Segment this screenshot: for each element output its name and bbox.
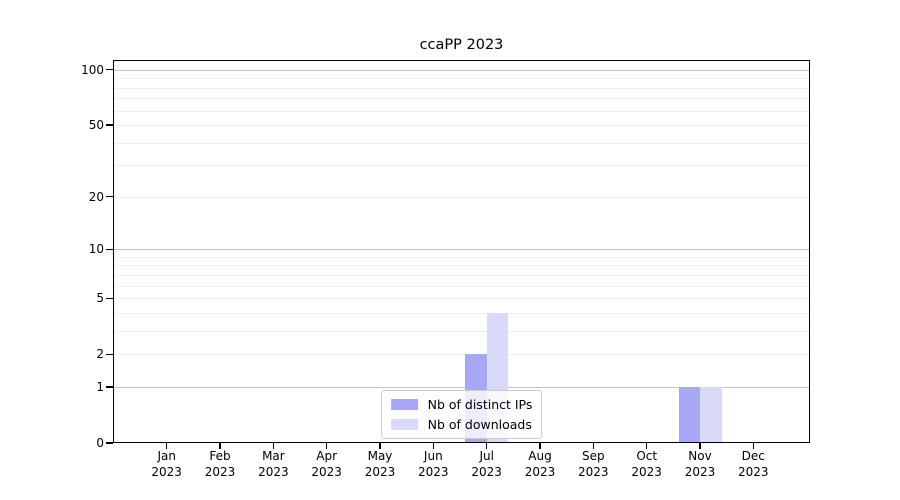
x-axis-year: 2023 <box>311 464 342 479</box>
x-axis-tick <box>326 443 328 449</box>
x-axis-year: 2023 <box>738 464 769 479</box>
y-axis-tick-label: 10 <box>88 242 104 257</box>
legend-label: Nb of downloads <box>427 417 532 432</box>
plot-border <box>113 60 810 443</box>
gridline-major <box>113 249 810 251</box>
x-axis-tick <box>432 443 434 449</box>
gridline-minor <box>113 125 810 126</box>
x-axis-month: Sep <box>581 449 605 463</box>
legend-swatch-downloads <box>390 419 418 430</box>
y-axis-tick-label: 0 <box>96 436 104 450</box>
x-axis-month: Dec <box>741 449 765 463</box>
gridline-major <box>113 386 810 388</box>
x-axis-tick <box>379 443 381 449</box>
x-axis-tick <box>166 443 168 449</box>
gridline-major <box>113 69 810 71</box>
gridline-minor <box>113 165 810 167</box>
legend-item: Nb of downloads <box>390 417 533 432</box>
legend-item: Nb of distinct IPs <box>390 397 533 412</box>
gridline-minor <box>113 354 810 356</box>
x-axis-month: Oct <box>636 449 658 463</box>
gridline-minor <box>113 298 810 300</box>
x-axis-year: 2023 <box>524 464 556 479</box>
x-axis-tick <box>592 443 594 449</box>
y-axis-tick <box>106 196 113 198</box>
x-axis-year: 2023 <box>151 464 182 479</box>
y-axis-tick <box>106 248 113 250</box>
x-axis-tick <box>486 443 488 449</box>
x-axis-month: Jun <box>423 449 443 463</box>
y-axis-tick-label: 2 <box>96 347 104 362</box>
x-axis-tick-label: May 2023 <box>348 449 412 480</box>
x-axis-year: 2023 <box>418 464 449 479</box>
y-axis-tick <box>106 442 113 444</box>
gridline-minor <box>113 98 810 100</box>
gridline-minor <box>113 274 810 276</box>
legend: Nb of distinct IPs Nb of downloads <box>380 390 543 439</box>
x-axis-year: 2023 <box>578 464 609 479</box>
x-axis-tick <box>699 443 701 449</box>
x-axis-tick <box>272 443 275 449</box>
x-axis-month: Jul <box>479 449 494 463</box>
x-axis-tick <box>646 443 648 449</box>
legend-label: Nb of distinct IPs <box>427 397 533 412</box>
x-axis-tick <box>219 443 221 449</box>
gridline-minor <box>113 330 810 332</box>
y-axis-tick-label: 100 <box>81 62 104 77</box>
y-axis-tick-label: 5 <box>96 291 104 306</box>
x-axis-tick-label: Oct 2023 <box>615 449 679 480</box>
y-axis-tick <box>106 297 113 299</box>
x-axis-year: 2023 <box>684 464 716 479</box>
x-axis-tick-label: Jan 2023 <box>135 449 199 480</box>
x-axis-tick-label: Nov 2023 <box>668 449 732 480</box>
x-axis-month: Apr <box>316 449 338 463</box>
x-axis-year: 2023 <box>364 464 396 479</box>
x-axis-tick-label: Mar 2023 <box>241 449 305 480</box>
plot-area: Nb of distinct IPs Nb of downloads <box>113 60 810 443</box>
bar-downloads <box>700 386 722 443</box>
legend-swatch-distinct-ips <box>390 399 418 410</box>
gridline-minor <box>113 312 810 314</box>
x-axis-tick-label: Dec 2023 <box>721 449 785 480</box>
gridline-minor <box>113 78 810 80</box>
x-axis-tick <box>752 443 754 449</box>
gridline-minor <box>113 265 810 267</box>
y-axis-tick <box>106 69 113 71</box>
y-axis-tick-label: 50 <box>88 118 104 132</box>
x-axis-year: 2023 <box>204 464 236 479</box>
y-axis-tick-label: 1 <box>96 379 104 394</box>
x-axis-tick-label: Aug 2023 <box>508 449 572 480</box>
x-axis-tick-label: Jul 2023 <box>455 449 519 480</box>
x-axis-month: Mar <box>262 449 285 463</box>
x-axis-month: Jan <box>157 449 176 463</box>
gridline-minor <box>113 256 810 258</box>
gridline-minor <box>113 196 810 198</box>
x-axis-tick <box>539 443 541 449</box>
chart-title: ccaPP 2023 <box>419 37 504 53</box>
x-axis-year: 2023 <box>471 464 502 479</box>
x-axis-month: May <box>367 449 393 463</box>
x-axis-year: 2023 <box>258 464 289 479</box>
x-axis-tick-label: Feb 2023 <box>188 449 252 480</box>
y-axis-tick <box>106 124 113 126</box>
gridline-minor <box>113 285 810 287</box>
y-axis-tick-label: 20 <box>88 189 104 204</box>
x-axis-month: Aug <box>528 449 552 463</box>
x-axis-tick-label: Apr 2023 <box>295 449 359 480</box>
gridline-minor <box>113 142 810 144</box>
y-axis-tick <box>106 386 113 388</box>
gridline-minor <box>113 110 810 112</box>
x-axis-tick-label: Jun 2023 <box>401 449 465 480</box>
x-axis-month: Feb <box>209 449 231 463</box>
x-axis-tick-label: Sep 2023 <box>561 449 625 480</box>
gridline-minor <box>113 87 810 89</box>
y-axis-tick <box>106 353 113 355</box>
x-axis-month: Nov <box>688 449 712 463</box>
x-axis-year: 2023 <box>631 464 662 479</box>
bar-distinct-ips <box>678 386 700 443</box>
